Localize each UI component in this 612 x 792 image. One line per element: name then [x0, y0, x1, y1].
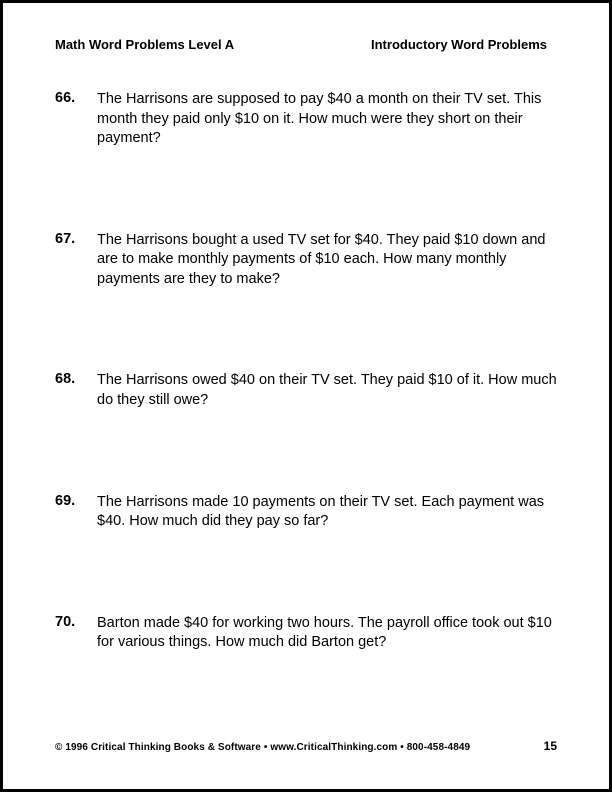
problem-item: 69. The Harrisons made 10 payments on th…	[55, 493, 557, 532]
problem-text: The Harrisons are supposed to pay $40 a …	[97, 90, 557, 149]
header-title-left: Math Word Problems Level A	[55, 37, 234, 52]
page-header: Math Word Problems Level A Introductory …	[55, 37, 557, 52]
problems-list: 66. The Harrisons are supposed to pay $4…	[55, 90, 557, 653]
problem-text: The Harrisons made 10 payments on their …	[97, 493, 557, 532]
problem-text: Barton made $40 for working two hours. T…	[97, 614, 557, 653]
page-footer: © 1996 Critical Thinking Books & Softwar…	[55, 739, 557, 753]
problem-number: 69.	[55, 493, 97, 509]
problem-item: 67. The Harrisons bought a used TV set f…	[55, 231, 557, 290]
problem-number: 67.	[55, 231, 97, 247]
header-title-right: Introductory Word Problems	[371, 37, 557, 52]
problem-number: 66.	[55, 90, 97, 106]
problem-number: 70.	[55, 614, 97, 630]
problem-text: The Harrisons bought a used TV set for $…	[97, 231, 557, 290]
problem-text: The Harrisons owed $40 on their TV set. …	[97, 371, 557, 410]
problem-item: 70. Barton made $40 for working two hour…	[55, 614, 557, 653]
problem-number: 68.	[55, 371, 97, 387]
page-number: 15	[544, 739, 557, 753]
problem-item: 68. The Harrisons owed $40 on their TV s…	[55, 371, 557, 410]
footer-copyright: © 1996 Critical Thinking Books & Softwar…	[55, 742, 470, 753]
problem-item: 66. The Harrisons are supposed to pay $4…	[55, 90, 557, 149]
